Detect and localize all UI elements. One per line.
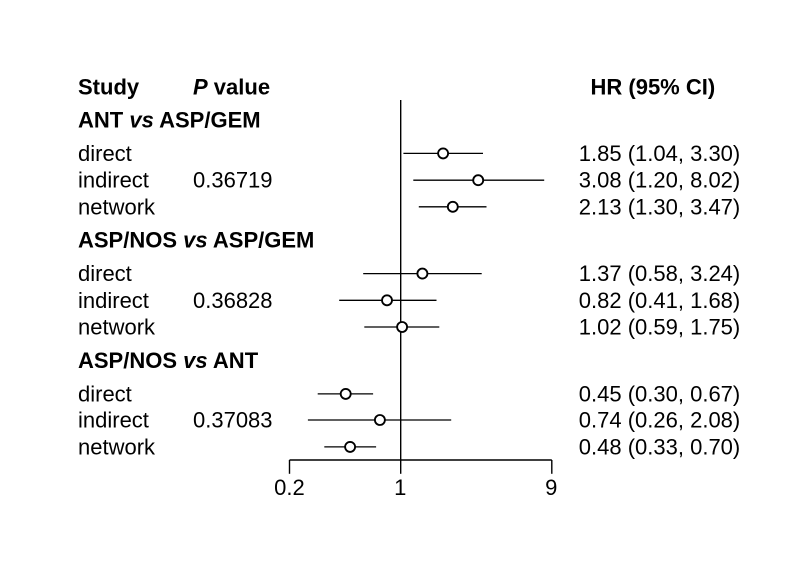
svg-text:0.45 (0.30, 0.67): 0.45 (0.30, 0.67) <box>579 381 740 406</box>
svg-text:0.37083: 0.37083 <box>193 408 273 433</box>
svg-text:Study: Study <box>78 74 140 99</box>
svg-text:HR (95% CI): HR (95% CI) <box>591 74 716 99</box>
svg-text:1: 1 <box>394 475 406 500</box>
svg-text:network: network <box>78 315 156 340</box>
svg-text:1.37 (0.58, 3.24): 1.37 (0.58, 3.24) <box>579 261 740 286</box>
svg-text:P value: P value <box>193 74 270 99</box>
svg-text:0.36828: 0.36828 <box>193 288 273 313</box>
svg-text:0.82 (0.41, 1.68): 0.82 (0.41, 1.68) <box>579 288 740 313</box>
svg-text:ANT vs ASP/GEM: ANT vs ASP/GEM <box>78 108 261 133</box>
svg-text:ASP/NOS vs ASP/GEM: ASP/NOS vs ASP/GEM <box>78 228 314 253</box>
svg-text:direct: direct <box>78 381 132 406</box>
svg-text:9: 9 <box>545 475 557 500</box>
svg-text:indirect: indirect <box>78 288 149 313</box>
svg-text:ASP/NOS vs ANT: ASP/NOS vs ANT <box>78 348 259 373</box>
svg-text:indirect: indirect <box>78 408 149 433</box>
svg-text:2.13 (1.30, 3.47): 2.13 (1.30, 3.47) <box>579 194 740 219</box>
svg-text:0.48 (0.33, 0.70): 0.48 (0.33, 0.70) <box>579 434 740 459</box>
svg-text:network: network <box>78 194 156 219</box>
svg-text:direct: direct <box>78 261 132 286</box>
svg-text:1.85 (1.04, 3.30): 1.85 (1.04, 3.30) <box>579 141 740 166</box>
svg-text:0.74 (0.26, 2.08): 0.74 (0.26, 2.08) <box>579 408 740 433</box>
svg-text:0.36719: 0.36719 <box>193 168 273 193</box>
svg-text:3.08 (1.20, 8.02): 3.08 (1.20, 8.02) <box>579 168 740 193</box>
svg-text:network: network <box>78 434 156 459</box>
svg-text:direct: direct <box>78 141 132 166</box>
svg-text:1.02 (0.59, 1.75): 1.02 (0.59, 1.75) <box>579 315 740 340</box>
svg-text:0.2: 0.2 <box>274 475 305 500</box>
svg-text:indirect: indirect <box>78 168 149 193</box>
